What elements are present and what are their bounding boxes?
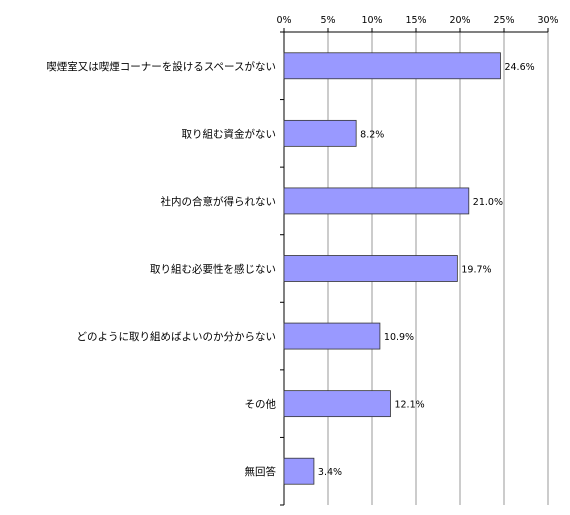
data-label: 3.4% <box>318 467 342 478</box>
data-label: 8.2% <box>360 129 384 140</box>
data-label: 19.7% <box>461 265 491 276</box>
data-labels: 24.6% 8.2% 21.0% 19.7% 10.9% 12.1% 3.4% <box>318 62 535 478</box>
bar <box>283 255 458 282</box>
category-label: その他 <box>245 398 277 411</box>
data-label: 12.1% <box>394 400 424 411</box>
x-tick-labels: 0% 5% 10% 15% 20% 25% 30% <box>276 15 558 26</box>
category-label: 取り組む必要性を感じない <box>150 263 276 276</box>
data-label: 24.6% <box>504 62 534 73</box>
x-tick-label: 10% <box>361 15 382 26</box>
bar <box>283 187 470 215</box>
category-label: 喫煙室又は喫煙コーナーを設けるスペースがない <box>46 60 276 73</box>
bar <box>283 322 381 350</box>
x-tick-label: 20% <box>449 15 470 26</box>
x-tick-label: 30% <box>537 15 558 26</box>
bar <box>283 119 357 147</box>
category-label: どのように取り組めばよいのか分からない <box>77 330 277 343</box>
x-tick-label: 15% <box>405 15 426 26</box>
x-tick-label: 0% <box>276 15 291 26</box>
bars <box>283 52 501 485</box>
category-label: 取り組む資金がない <box>182 127 277 140</box>
bar <box>283 390 391 418</box>
category-label: 無回答 <box>245 465 277 478</box>
data-label: 10.9% <box>384 332 414 343</box>
data-label: 21.0% <box>473 197 503 208</box>
x-tick-label: 5% <box>320 15 335 26</box>
category-label: 社内の合意が得られない <box>161 195 277 208</box>
bar <box>283 52 501 80</box>
x-tick-label: 25% <box>493 15 514 26</box>
bar <box>283 457 315 485</box>
category-labels: 喫煙室又は喫煙コーナーを設けるスペースがない取り組む資金がない社内の合意が得られ… <box>46 60 276 478</box>
